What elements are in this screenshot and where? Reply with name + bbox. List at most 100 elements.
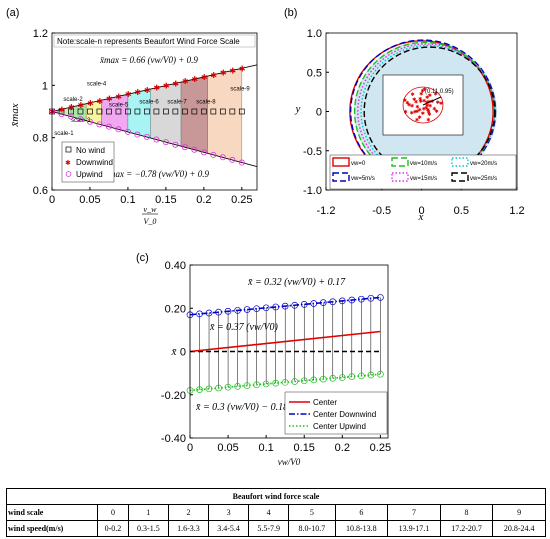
inset-point-24: ✱: [427, 112, 432, 118]
scale-label-2: scale-2: [63, 97, 83, 103]
upwind-point-6: [105, 123, 112, 130]
inset-point-0: ✱: [425, 103, 430, 109]
c-series-1-point-3: [215, 308, 222, 316]
beaufort-table: Beaufort wind force scale wind scale 0 1 2 3…: [5, 488, 546, 537]
c-series-1-point-18: [357, 295, 365, 303]
inset-point-25: ✱: [403, 98, 408, 104]
legend-b: [329, 154, 517, 190]
upper-fit-line: [51, 64, 258, 112]
downwind-point-14: ✱: [182, 77, 189, 86]
inset-point-31: ✱: [428, 93, 433, 99]
upwind-point-2: [67, 113, 74, 120]
legend-marker-upwind: [65, 171, 72, 177]
legend-b-swatch-1: [332, 172, 350, 182]
downwind-point-13: ✱: [172, 80, 179, 89]
downwind-point-10: ✱: [144, 86, 151, 95]
legend-b-label-4: vw=20m/s: [470, 161, 497, 167]
a-ylabel: x̄max: [9, 103, 21, 127]
speed-cell-5: 8.0-10.7: [288, 520, 336, 537]
c-xtick-label-5: 0.25: [370, 442, 391, 454]
upwind-point-19: [229, 156, 236, 163]
upwind-point-13: [172, 141, 179, 148]
speed-cell-9: 20.8-24.4: [492, 520, 546, 537]
nowind-point-7: [115, 108, 122, 115]
inset-point-35: ✱: [415, 109, 420, 115]
c-series-2-point-11: [291, 378, 299, 385]
a-xlabel-den: V_0: [144, 217, 157, 226]
downwind-point-17: ✱: [210, 71, 217, 80]
speed-cell-1: 0.3-1.5: [127, 520, 169, 537]
panel-a-label: (a): [6, 7, 19, 19]
legend-b-label-0: vw=0: [351, 161, 366, 167]
downwind-point-18: ✱: [220, 69, 227, 78]
inset-point-8: ✱: [432, 107, 437, 113]
scale-cell-8: 8: [439, 504, 494, 521]
upwind-point-9: [134, 131, 141, 138]
nowind-point-10: [144, 108, 150, 115]
c-series-1-point-8: [262, 304, 270, 312]
legend-label-2: Upwind: [76, 170, 103, 179]
c-series-1-point-17: [348, 296, 356, 304]
a-xlabel-num: v_w: [144, 205, 158, 214]
speed-cell-3: 3.4-5.4: [208, 520, 250, 537]
c-series-1-point-6: [243, 306, 251, 313]
scale-label-3: scale-3: [71, 118, 91, 124]
inset-point-21: ✱: [428, 104, 433, 110]
c-series-1-point-12: [300, 301, 308, 308]
scale-label-8: scale-8: [196, 100, 216, 106]
c-series-2-point-20: [377, 370, 384, 378]
nowind-point-1: [58, 108, 65, 115]
legend-b-swatch-4: [451, 157, 469, 167]
downwind-point-9: ✱: [134, 88, 141, 97]
nowind-point-8: [125, 108, 131, 115]
panel-b-label: (b): [284, 7, 297, 19]
upwind-point-3: [77, 116, 84, 123]
inset-point-36: ✱: [421, 89, 426, 95]
scale-label-4: scale-4: [87, 81, 107, 87]
c-series-1-point-4: [224, 307, 232, 315]
legend-b-swatch-3: [391, 172, 409, 182]
downwind-point-4: ✱: [87, 99, 94, 108]
c-series-2-point-12: [300, 377, 308, 385]
c-series-1-point-15: [329, 298, 337, 306]
inset-point-4: ✱: [405, 101, 410, 107]
speed-cell-0: 0-0.2: [97, 520, 129, 537]
c-series-2-point-9: [272, 379, 280, 387]
inset-point-23: ✱: [422, 99, 427, 105]
nowind-point-5: [96, 108, 103, 115]
table-row-speed: wind speed(m/s) 0-0.2 0.3-1.5 1.6-3.3 3.4-5.…: [5, 520, 546, 537]
a-xtick-label-4: 0.2: [196, 194, 211, 206]
c-xtick-label-0: 0: [187, 442, 193, 454]
c-series-1-point-7: [253, 305, 260, 313]
scale-cell-6: 6: [334, 504, 389, 521]
inset-point-10: ✱: [425, 95, 430, 101]
scale-label-5: scale-5: [109, 102, 129, 108]
scale-region-9: [207, 68, 243, 163]
scale-cell-5: 5: [288, 504, 336, 521]
lower-fit-line: [51, 111, 258, 167]
c-series-2-point-3: [215, 384, 222, 392]
c-series-1-point-10: [281, 302, 289, 310]
inset-point-34: ✱: [439, 101, 444, 107]
c-series-2-point-5: [234, 383, 241, 390]
c-xtick-label-3: 0.15: [294, 442, 315, 454]
nowind-point-20: [238, 108, 245, 115]
c-ytick-label-2: 0: [180, 347, 186, 359]
c-series-2-point-7: [253, 381, 260, 389]
nowind-point-15: [191, 108, 198, 115]
legend-marker-downwind: ✱: [65, 159, 71, 167]
a-ytick-label-3: 1.2: [33, 28, 48, 40]
panel-a: (a) scale-1 scale-2 scale-3 scale-4 scale-5 sc…: [6, 7, 258, 226]
c-series-2-point-15: [329, 374, 337, 382]
nowind-point-11: [153, 108, 160, 115]
legend-c-label-2: Center Upwind: [313, 422, 366, 431]
c-series-1-point-2: [205, 309, 213, 317]
inset-point-29: ✱: [434, 109, 439, 115]
upwind-point-17: [210, 151, 217, 158]
inset-point-19: ✱: [421, 111, 426, 117]
nowind-point-18: [219, 108, 226, 115]
inset-circle: [402, 86, 444, 124]
c-ytick-label-0: -0.40: [161, 433, 186, 445]
a-ytick-label-0: 0.6: [33, 185, 48, 197]
a-xtick-label-1: 0.05: [79, 194, 100, 206]
